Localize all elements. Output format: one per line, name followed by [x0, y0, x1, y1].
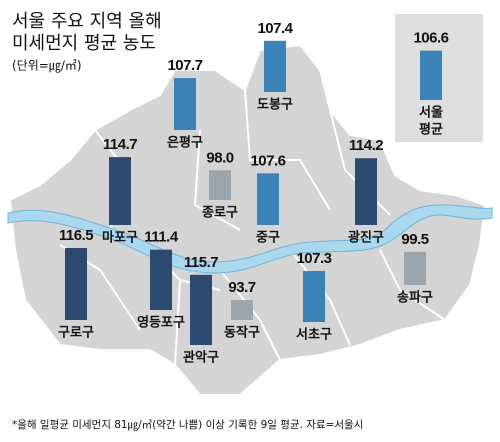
region-label: 송파구 [397, 291, 433, 306]
value-label: 93.7 [228, 279, 255, 296]
bar [404, 251, 426, 285]
region-label: 도봉구 [257, 98, 293, 113]
title-line: 서울 주요 지역 올해 [12, 11, 162, 32]
bar [231, 300, 253, 320]
bar [65, 248, 87, 320]
bar [355, 158, 377, 225]
bar [303, 271, 325, 322]
region-label: 서초구 [296, 328, 332, 343]
region-label: 은평구 [167, 135, 203, 151]
value-label: 114.7 [103, 136, 137, 153]
value-label: 115.7 [184, 254, 218, 271]
bar [174, 78, 196, 130]
unit: (단위=㎍/㎥) [12, 59, 82, 73]
footnote: *올해 일평균 미세먼지 81㎍/㎥(약간 나쁨) 이상 기록한 9일 평균. … [12, 418, 363, 431]
bar [109, 157, 131, 225]
map [7, 43, 493, 396]
value-label: 107.3 [296, 250, 331, 267]
region-label: 종로구 [202, 206, 238, 221]
value-label: 106.6 [413, 30, 448, 47]
region-label: 영등포구 [137, 316, 185, 331]
value-label: 98.0 [206, 149, 233, 166]
bar [150, 249, 172, 310]
bar [190, 274, 212, 345]
bar [257, 173, 279, 225]
region-label: 평균 [419, 122, 443, 138]
value-label: 107.6 [250, 152, 285, 169]
region-label: 동작구 [224, 325, 260, 341]
value-label: 114.2 [349, 137, 383, 154]
region-label: 중구 [256, 231, 280, 246]
title-line: 미세먼지 평균 농도 [12, 33, 156, 54]
value-label: 111.4 [144, 229, 179, 246]
region-label: 구로구 [58, 326, 94, 341]
bar [264, 40, 286, 92]
region-label: 광진구 [348, 230, 384, 246]
bar [209, 170, 231, 200]
value-label: 107.7 [167, 57, 202, 74]
region-label: 마포구 [102, 230, 138, 246]
value-label: 107.4 [257, 20, 293, 37]
region-label: 서울 [419, 105, 443, 121]
value-label: 116.5 [59, 227, 93, 244]
value-label: 99.5 [401, 231, 428, 248]
region-label: 관악구 [183, 350, 219, 366]
bar [420, 50, 442, 100]
